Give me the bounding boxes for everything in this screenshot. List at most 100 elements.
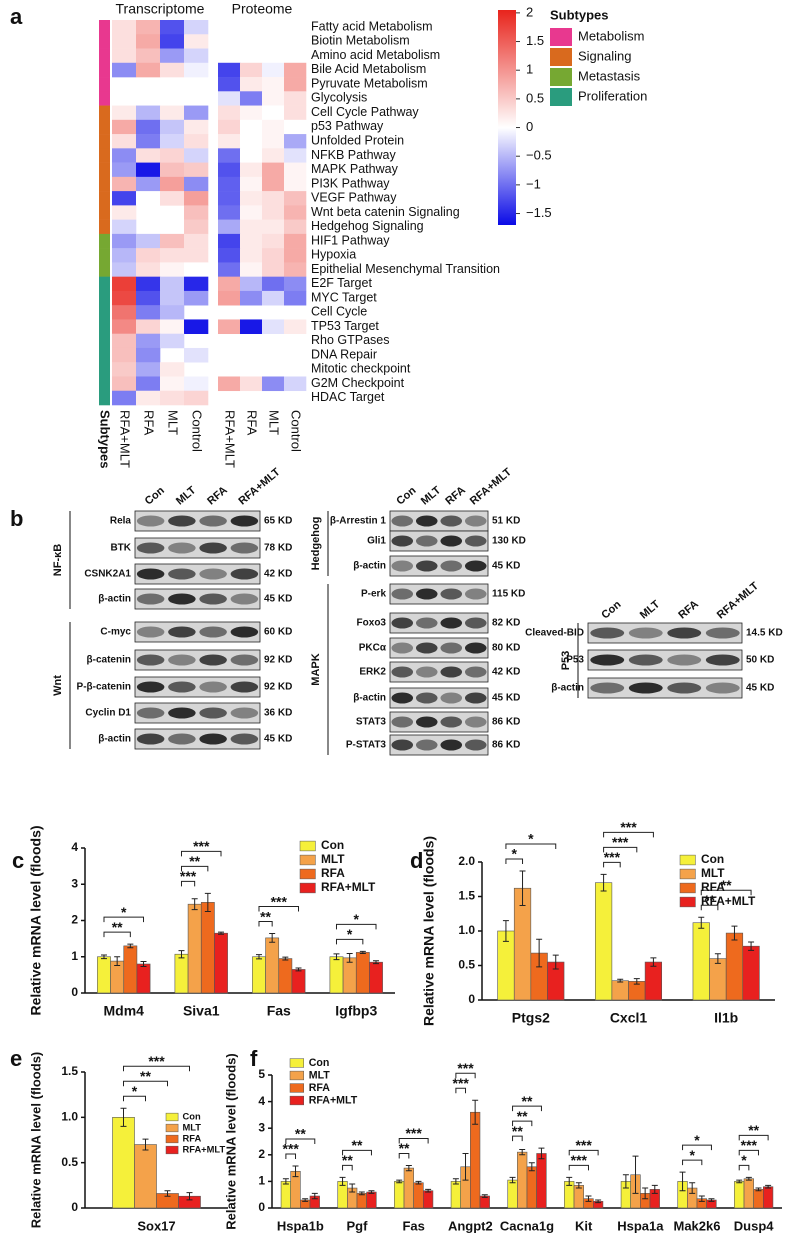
heatmap-cell	[112, 276, 137, 292]
bar	[291, 969, 306, 994]
colorbar-tick-label: 2	[526, 4, 533, 19]
significance-bracket	[738, 1134, 769, 1141]
subtype-cell	[99, 191, 110, 206]
significance-label: *	[528, 831, 534, 847]
error-bar	[100, 954, 107, 960]
heatmap-cell	[160, 20, 185, 35]
legend-swatch	[550, 48, 572, 66]
y-tick-label: 3	[258, 1120, 265, 1134]
heatmap-cell	[136, 390, 161, 406]
colorbar-tick-label: −1	[526, 176, 541, 191]
legend-swatch	[299, 840, 316, 852]
blot-strip	[389, 734, 489, 756]
subtype-cell	[99, 62, 110, 78]
heatmap-cell	[284, 62, 307, 78]
protein-label: β-actin	[551, 683, 584, 694]
heatmap-cell	[160, 290, 185, 306]
column-label: RFA+MLT	[223, 410, 238, 468]
bar	[356, 1193, 367, 1209]
blot-band	[628, 627, 663, 639]
heatmap-cell	[112, 34, 137, 49]
bar	[644, 961, 663, 1001]
legend-label: Con	[701, 852, 724, 866]
error-bar	[358, 1191, 365, 1196]
legend-label: RFA+MLT	[321, 880, 376, 894]
error-bar	[269, 933, 276, 943]
heatmap-cell	[160, 319, 185, 335]
significance-label: ***	[571, 1152, 588, 1168]
significance-label: ***	[148, 1053, 165, 1069]
blot-strip	[389, 555, 489, 577]
significance-bracket	[603, 846, 638, 853]
x-tick-label: Angpt2	[448, 1218, 493, 1233]
y-tick-label: 4	[71, 840, 78, 854]
error-bar	[346, 952, 353, 963]
heatmap-cell	[160, 62, 185, 78]
heatmap-cell	[184, 390, 209, 406]
significance-bracket	[512, 1135, 523, 1142]
blot-band	[667, 627, 702, 639]
band-size: 45 KD	[492, 693, 520, 704]
significance-bracket	[603, 831, 654, 838]
legend-swatch	[165, 1145, 179, 1155]
heatmap-cell	[284, 176, 307, 192]
error-bar	[114, 956, 121, 966]
heatmap-cell	[160, 119, 185, 135]
error-bar	[651, 1184, 658, 1194]
heatmap-cell	[112, 105, 137, 121]
y-tick-label: 1.5	[458, 889, 475, 903]
blot-strip	[587, 677, 743, 699]
heatmap-cell	[136, 276, 161, 292]
bar	[329, 956, 344, 994]
heatmap-cell	[160, 48, 185, 64]
bar	[594, 882, 613, 1001]
heatmap-cell	[160, 148, 185, 163]
significance-label: **	[704, 892, 715, 908]
band-size: 42 KD	[264, 569, 292, 580]
heatmap-cell	[112, 248, 137, 263]
error-bar	[359, 950, 366, 954]
significance-label: **	[721, 877, 732, 893]
blot-band	[230, 542, 259, 554]
blot-band	[464, 642, 487, 654]
significance-bracket	[180, 850, 222, 857]
heatmap-cell	[112, 233, 137, 249]
blot-band	[230, 593, 259, 605]
blot-band	[199, 707, 227, 719]
error-bar	[302, 1198, 309, 1202]
subtype-cell	[99, 91, 110, 106]
significance-label: *	[347, 926, 353, 942]
x-tick-label: Sox17	[137, 1218, 175, 1233]
row-label: Glycolysis	[311, 91, 367, 105]
heatmap-cell	[136, 34, 161, 49]
heatmap-cell	[136, 376, 161, 392]
heatmap-cell	[284, 262, 307, 277]
row-label: E2F Target	[311, 276, 372, 290]
x-tick-label: Hspa1b	[277, 1218, 324, 1233]
heatmap-cell	[160, 162, 185, 178]
heatmap-cell	[136, 233, 161, 249]
subtype-cell	[99, 362, 110, 377]
error-bar	[373, 960, 380, 965]
heatmap-cell	[184, 376, 209, 392]
heatmap-cell	[184, 148, 209, 163]
error-bar	[127, 943, 134, 949]
group-label: MAPK	[310, 653, 322, 685]
error-bar	[186, 1192, 193, 1201]
blot-strip	[134, 510, 261, 532]
significance-label: **	[352, 1137, 363, 1153]
error-bar	[755, 1187, 762, 1192]
band-size: 65 KD	[264, 516, 292, 527]
heatmap-cell	[218, 62, 241, 78]
significance-bracket	[398, 1137, 429, 1144]
x-tick-label: Cacna1g	[500, 1218, 554, 1233]
error-bar	[731, 925, 738, 941]
heatmap-cell	[136, 105, 161, 121]
heatmap-cell	[160, 276, 185, 292]
x-tick-label: Ptgs2	[512, 1010, 550, 1026]
blot-strip	[389, 711, 489, 733]
heatmap-cell	[136, 248, 161, 263]
lane-label: RFA	[676, 598, 701, 621]
blot-band	[168, 593, 196, 605]
row-label: PI3K Pathway	[311, 176, 390, 190]
